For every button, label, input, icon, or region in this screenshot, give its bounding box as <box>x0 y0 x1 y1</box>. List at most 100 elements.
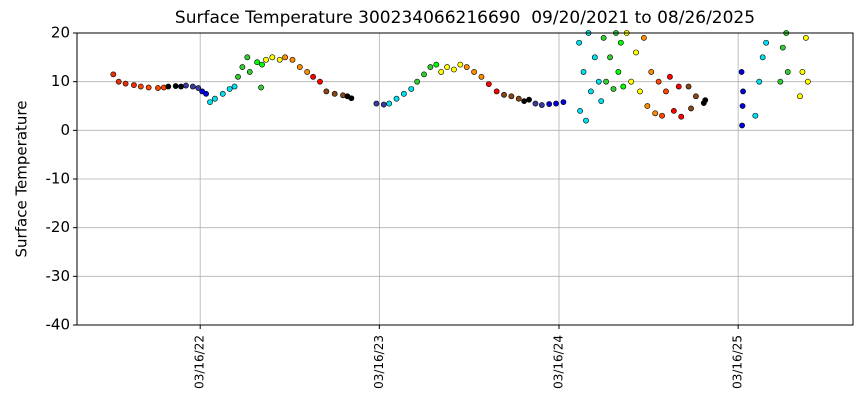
data-point <box>628 78 635 85</box>
data-point <box>433 61 440 68</box>
x-tick-label: 03/16/25 <box>731 335 745 389</box>
data-point <box>598 98 605 105</box>
data-point <box>580 69 587 75</box>
data-point <box>259 61 265 68</box>
data-point <box>576 39 583 46</box>
data-point <box>659 112 665 119</box>
data-point <box>633 49 639 56</box>
data-point <box>438 69 445 75</box>
data-point <box>501 91 507 98</box>
data-point <box>678 113 685 120</box>
data-point <box>577 107 583 114</box>
data-point <box>172 83 179 89</box>
data-point <box>688 105 694 112</box>
data-point <box>380 101 387 108</box>
data-point <box>607 54 613 61</box>
data-point <box>526 96 532 103</box>
data-point <box>644 103 651 109</box>
data-point <box>269 54 276 61</box>
data-point <box>610 86 617 92</box>
data-point <box>546 101 553 107</box>
data-point <box>408 86 415 92</box>
data-point <box>615 69 622 75</box>
data-point <box>276 56 283 63</box>
data-point <box>478 73 485 80</box>
data-point <box>515 95 522 102</box>
data-point <box>137 83 144 90</box>
data-point <box>702 97 709 104</box>
data-point <box>663 88 669 95</box>
data-point <box>304 69 311 75</box>
data-point <box>289 56 296 63</box>
data-point <box>603 78 610 85</box>
data-point <box>235 73 241 80</box>
data-point <box>617 39 624 46</box>
data-point <box>508 93 515 100</box>
data-point <box>799 69 806 75</box>
data-point <box>203 90 209 97</box>
chart-title: Surface Temperature 300234066216690 09/2… <box>175 8 755 28</box>
data-point <box>595 78 602 85</box>
data-point <box>538 102 545 108</box>
data-point <box>331 90 338 97</box>
data-point <box>521 98 528 105</box>
data-point <box>373 100 380 107</box>
data-point <box>620 83 627 90</box>
data-point <box>777 78 784 85</box>
data-point <box>675 83 682 90</box>
data-point <box>739 103 746 109</box>
data-point <box>685 83 692 90</box>
data-point <box>560 99 567 106</box>
data-point <box>740 88 746 95</box>
y-tick-label: -20 <box>46 218 71 236</box>
data-point <box>263 56 269 63</box>
data-point <box>583 117 589 124</box>
data-point <box>386 100 393 107</box>
data-point <box>393 95 400 102</box>
data-point <box>183 82 189 89</box>
data-point <box>400 90 407 97</box>
data-point <box>457 61 464 68</box>
data-point <box>759 54 766 61</box>
data-point <box>652 110 659 117</box>
data-point <box>165 83 172 90</box>
data-point <box>427 64 434 70</box>
data-point <box>414 78 421 85</box>
data-point <box>763 39 770 46</box>
data-point <box>655 78 662 85</box>
data-point <box>155 85 161 91</box>
data-point <box>804 78 811 85</box>
data-point <box>131 82 137 88</box>
data-point <box>226 86 233 92</box>
x-tick-label: 03/16/24 <box>551 335 565 389</box>
data-point <box>797 93 803 100</box>
data-point <box>802 34 809 41</box>
data-point <box>756 78 763 85</box>
y-axis-label: Surface Temperature <box>13 101 31 258</box>
data-point <box>451 66 457 73</box>
data-point <box>784 69 791 75</box>
data-point <box>493 88 500 95</box>
data-point <box>779 44 786 51</box>
data-point <box>648 69 655 75</box>
data-point <box>421 71 427 78</box>
y-tick-label: -10 <box>46 170 71 188</box>
data-point <box>246 69 253 75</box>
data-point <box>145 84 152 91</box>
data-point <box>693 93 699 100</box>
data-point <box>239 64 246 70</box>
y-tick-label: 10 <box>51 72 70 90</box>
data-point <box>122 80 129 87</box>
data-point <box>115 78 122 85</box>
data-point <box>600 34 607 41</box>
data-point <box>231 83 238 90</box>
data-point <box>471 69 477 75</box>
data-point <box>752 112 759 119</box>
data-point <box>667 73 673 80</box>
data-point <box>244 54 251 61</box>
plot-frame <box>76 32 854 326</box>
y-tick-label: -40 <box>46 316 71 334</box>
data-point <box>110 71 117 78</box>
